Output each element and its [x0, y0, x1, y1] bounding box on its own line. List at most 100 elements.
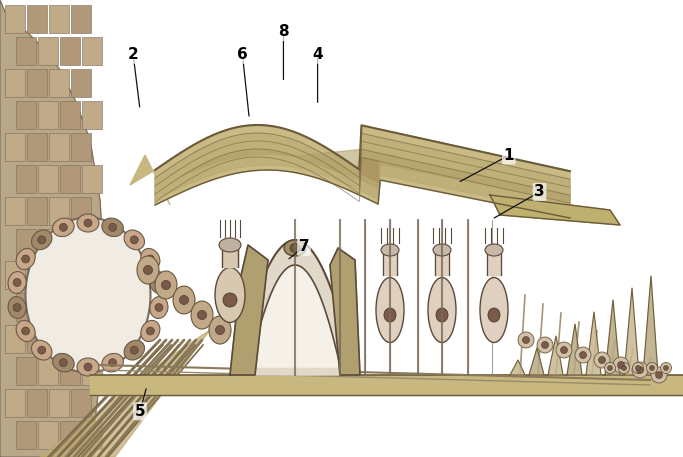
Ellipse shape [219, 238, 241, 252]
Ellipse shape [38, 346, 46, 354]
Ellipse shape [598, 356, 606, 363]
Polygon shape [222, 245, 238, 267]
Ellipse shape [561, 346, 568, 354]
Bar [5, 261, 25, 289]
Bar [5, 197, 25, 225]
Bar [27, 69, 47, 97]
Ellipse shape [656, 372, 663, 378]
Ellipse shape [109, 223, 117, 231]
Polygon shape [90, 375, 683, 395]
Ellipse shape [25, 218, 150, 372]
Ellipse shape [150, 297, 168, 319]
Ellipse shape [22, 327, 29, 335]
Ellipse shape [651, 367, 667, 383]
Polygon shape [487, 250, 501, 275]
Bar [82, 37, 102, 65]
Bar [5, 133, 25, 161]
Polygon shape [330, 248, 360, 375]
Ellipse shape [575, 347, 591, 363]
Bar [16, 101, 36, 129]
Ellipse shape [594, 352, 610, 368]
Bar [60, 101, 80, 129]
Bar [71, 5, 91, 33]
Ellipse shape [102, 218, 124, 237]
Polygon shape [182, 149, 570, 202]
Ellipse shape [31, 340, 52, 360]
Ellipse shape [381, 244, 399, 256]
Ellipse shape [161, 281, 171, 289]
Ellipse shape [613, 357, 629, 373]
Ellipse shape [556, 342, 572, 358]
Bar [60, 229, 80, 257]
Bar [27, 261, 47, 289]
Text: 2: 2 [128, 48, 139, 62]
Bar [82, 229, 102, 257]
Ellipse shape [428, 277, 456, 342]
Bar [5, 69, 25, 97]
Polygon shape [383, 250, 397, 275]
Ellipse shape [155, 303, 163, 312]
Ellipse shape [650, 366, 654, 371]
Polygon shape [130, 155, 170, 205]
Polygon shape [361, 157, 378, 182]
Bar [71, 261, 91, 289]
Ellipse shape [16, 249, 36, 270]
Ellipse shape [604, 362, 615, 373]
Ellipse shape [607, 366, 613, 371]
Polygon shape [155, 125, 570, 218]
Polygon shape [235, 240, 355, 375]
Bar [82, 357, 102, 385]
Polygon shape [155, 133, 570, 213]
Ellipse shape [223, 293, 237, 307]
Bar [38, 293, 58, 321]
Bar [16, 37, 36, 65]
Ellipse shape [77, 214, 99, 232]
Bar [16, 293, 36, 321]
Ellipse shape [146, 255, 154, 263]
Ellipse shape [197, 310, 206, 319]
Ellipse shape [191, 301, 213, 329]
Polygon shape [40, 330, 210, 457]
Text: 3: 3 [534, 185, 545, 199]
Ellipse shape [59, 223, 68, 231]
Ellipse shape [436, 308, 448, 322]
Ellipse shape [209, 316, 231, 344]
Bar [38, 421, 58, 449]
Bar [49, 133, 69, 161]
Bar [60, 293, 80, 321]
Ellipse shape [155, 278, 163, 287]
Ellipse shape [124, 340, 145, 360]
Ellipse shape [150, 271, 168, 293]
Bar [60, 165, 80, 193]
Text: 6: 6 [237, 48, 248, 62]
Bar [38, 37, 58, 65]
Ellipse shape [284, 240, 306, 256]
Bar [71, 69, 91, 97]
Bar [38, 165, 58, 193]
Ellipse shape [660, 362, 671, 373]
Bar [82, 165, 102, 193]
Ellipse shape [8, 271, 26, 293]
Ellipse shape [522, 336, 529, 344]
Ellipse shape [8, 297, 26, 319]
Polygon shape [510, 360, 525, 375]
Ellipse shape [53, 218, 74, 237]
Bar [71, 197, 91, 225]
Polygon shape [567, 324, 582, 375]
Ellipse shape [215, 267, 245, 323]
Bar [38, 357, 58, 385]
Polygon shape [155, 141, 570, 208]
Bar [82, 293, 102, 321]
Bar [5, 389, 25, 417]
Ellipse shape [53, 353, 74, 372]
Bar [60, 421, 80, 449]
Ellipse shape [16, 320, 36, 341]
Ellipse shape [480, 277, 508, 342]
Bar [82, 101, 102, 129]
Bar [49, 69, 69, 97]
Ellipse shape [38, 236, 46, 244]
Text: 7: 7 [298, 239, 309, 254]
Bar [49, 5, 69, 33]
Bar [49, 261, 69, 289]
Ellipse shape [579, 351, 587, 358]
